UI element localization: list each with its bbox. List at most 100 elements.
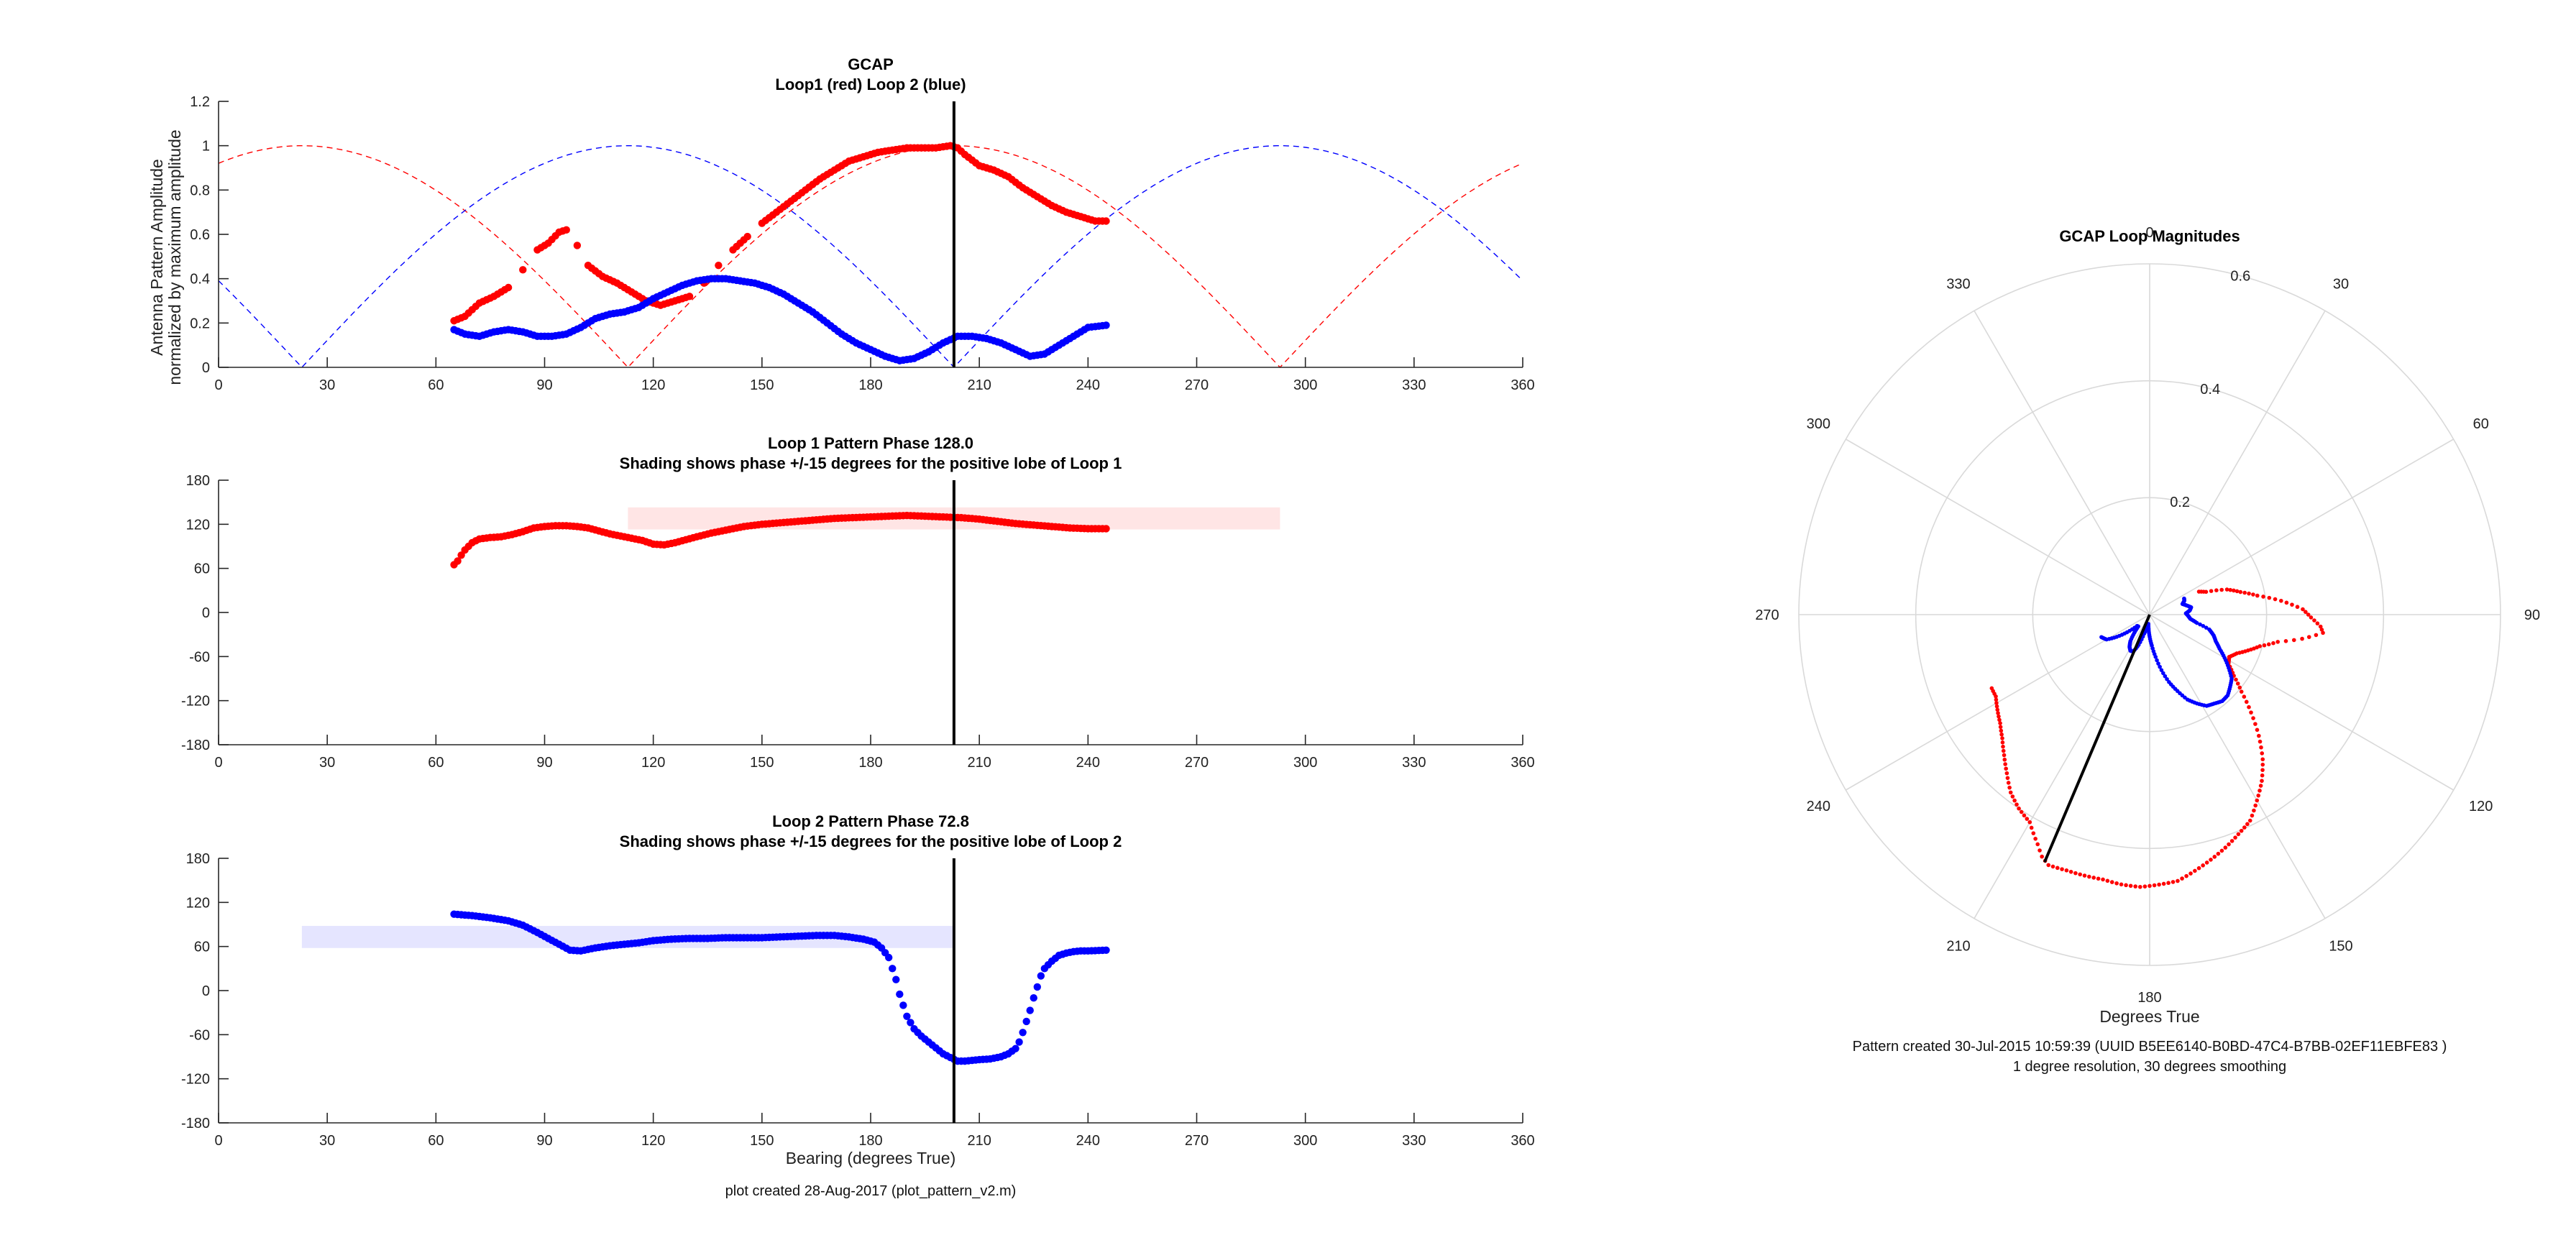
polar-angle-label: 120 (2469, 799, 2493, 814)
loop1-polar-point (2055, 866, 2060, 871)
loop1-data-point (573, 242, 582, 249)
loop1-polar-point (2050, 864, 2055, 869)
y-tick-label: -120 (181, 694, 210, 710)
y-tick-label: 60 (194, 940, 210, 955)
x-tick-label: 150 (750, 1133, 774, 1149)
loop1-polar-point (2223, 845, 2228, 850)
loop1-polar-point (2279, 598, 2283, 603)
loop1-polar-point (2306, 635, 2311, 639)
polar-grid-spoke (1845, 439, 2150, 615)
x-tick-label: 210 (967, 1133, 991, 1149)
loop1-polar-point (2247, 818, 2252, 823)
loop1-polar-point (2017, 806, 2021, 811)
loop1-polar-point (2002, 753, 2007, 758)
loop1-polar-point (2319, 628, 2324, 632)
x-tick-label: 210 (967, 755, 991, 771)
loop2-data-point (1102, 321, 1110, 329)
loop1-polar-point (1999, 732, 2004, 737)
loop1-polar-point (2247, 591, 2251, 596)
loop1-polar-point (2237, 685, 2242, 690)
loop1-polar-point (2014, 802, 2019, 807)
loop1-polar-point (2214, 588, 2219, 593)
loop1-phase-subtitle: Shading shows phase +/-15 degrees for th… (620, 454, 1122, 472)
x-tick-label: 150 (750, 377, 774, 393)
loop1-polar-point (2128, 883, 2133, 889)
loop1-polar-point (2252, 808, 2256, 813)
loop2-data-point (892, 975, 900, 983)
loop1-polar-point (1998, 725, 2003, 730)
loop1-polar-point (2142, 884, 2148, 889)
loop1-polar-point (2000, 736, 2004, 740)
loop1-polar-point (2201, 863, 2205, 868)
loop1-polar-point (2209, 589, 2214, 593)
loop1-polar-point (2232, 674, 2236, 678)
loop2-polar-point (2155, 658, 2159, 663)
y-tick-label: 120 (186, 517, 210, 533)
y-tick-label: 0 (202, 605, 210, 621)
y-tick-label: 1 (202, 139, 210, 155)
loop1-data-point (504, 283, 513, 292)
loop1-data-point (743, 232, 751, 241)
x-tick-label: 180 (858, 1133, 882, 1149)
loop1-polar-point (2229, 839, 2234, 843)
loop2-polar-point (2159, 668, 2164, 672)
y-tick-label: 180 (186, 473, 210, 489)
loop1-polar-point (2312, 618, 2316, 623)
loop2-ideal-pattern-line (218, 145, 1523, 369)
x-tick-label: 0 (214, 1133, 222, 1149)
amplitude-ylabel: Antenna Pattern Amplitude (147, 159, 166, 356)
x-tick-label: 180 (858, 377, 882, 393)
loop1-polar-point (2216, 851, 2221, 856)
loop1-polar-point (2258, 789, 2262, 793)
loop1-polar-point (2087, 874, 2091, 879)
loop1-polar-point (2261, 594, 2265, 599)
polar-grid-spoke (2149, 614, 2326, 919)
polar-angle-label: 180 (2137, 990, 2161, 1006)
x-tick-label: 30 (319, 377, 335, 393)
loop1-polar-point (1997, 714, 2001, 719)
loop1-polar-point (2038, 848, 2042, 853)
x-tick-label: 0 (214, 755, 222, 771)
loop1-data-point (562, 226, 570, 234)
x-tick-label: 90 (536, 755, 552, 771)
loop1-polar-point (2196, 866, 2201, 871)
x-tick-label: 120 (641, 377, 665, 393)
loop1-polar-point (2238, 589, 2243, 594)
x-tick-label: 60 (428, 755, 444, 771)
loop1-polar-point (2258, 784, 2263, 788)
loop1-polar-point (2227, 842, 2231, 847)
polar-plot-area: 0 30 60 90 120 150 180 210 240 270 300 330 0.2 0.4 0.6 (1755, 225, 2540, 1006)
loop1-polar-point (2260, 762, 2265, 767)
loop1-polar-point (2273, 597, 2278, 602)
loop1-polar-point (2249, 710, 2253, 715)
loop1-polar-point (2204, 860, 2209, 865)
x-tick-label: 240 (1076, 1133, 1100, 1149)
loop1-data-point (519, 266, 527, 274)
loop1-polar-point (2224, 587, 2229, 592)
loop1-polar-point (2251, 716, 2255, 720)
loop2-data-point (1037, 972, 1045, 980)
x-tick-label: 300 (1293, 1133, 1317, 1149)
loop1-polar-point (2033, 836, 2038, 841)
loop1-polar-point (2239, 689, 2244, 694)
loop1-polar-point (2251, 592, 2255, 597)
loop2-data-point (1015, 1038, 1023, 1046)
loop1-polar-point (2259, 745, 2263, 750)
y-tick-label: 0.6 (190, 227, 210, 243)
loop1-polar-point (2236, 832, 2241, 837)
x-tick-label: 210 (967, 377, 991, 393)
loop2-data-point (884, 953, 893, 962)
loop1-phase-panel: Loop 1 Pattern Phase 128.0 Shading shows… (181, 434, 1535, 771)
loop1-polar-point (2022, 813, 2027, 818)
loop1-polar-point (2239, 828, 2244, 833)
x-tick-label: 90 (536, 377, 552, 393)
loop2-phase-panel: Loop 2 Pattern Phase 72.8 Shading shows … (181, 812, 1535, 1167)
loop1-polar-point (2161, 881, 2166, 886)
loop1-polar-point (2035, 842, 2040, 847)
x-tick-label: 240 (1076, 377, 1100, 393)
loop1-polar-point (2255, 727, 2260, 733)
loop2-data-point (1022, 1017, 1030, 1026)
loop1-polar-point (2003, 762, 2007, 766)
x-tick-label: 360 (1511, 1133, 1534, 1149)
